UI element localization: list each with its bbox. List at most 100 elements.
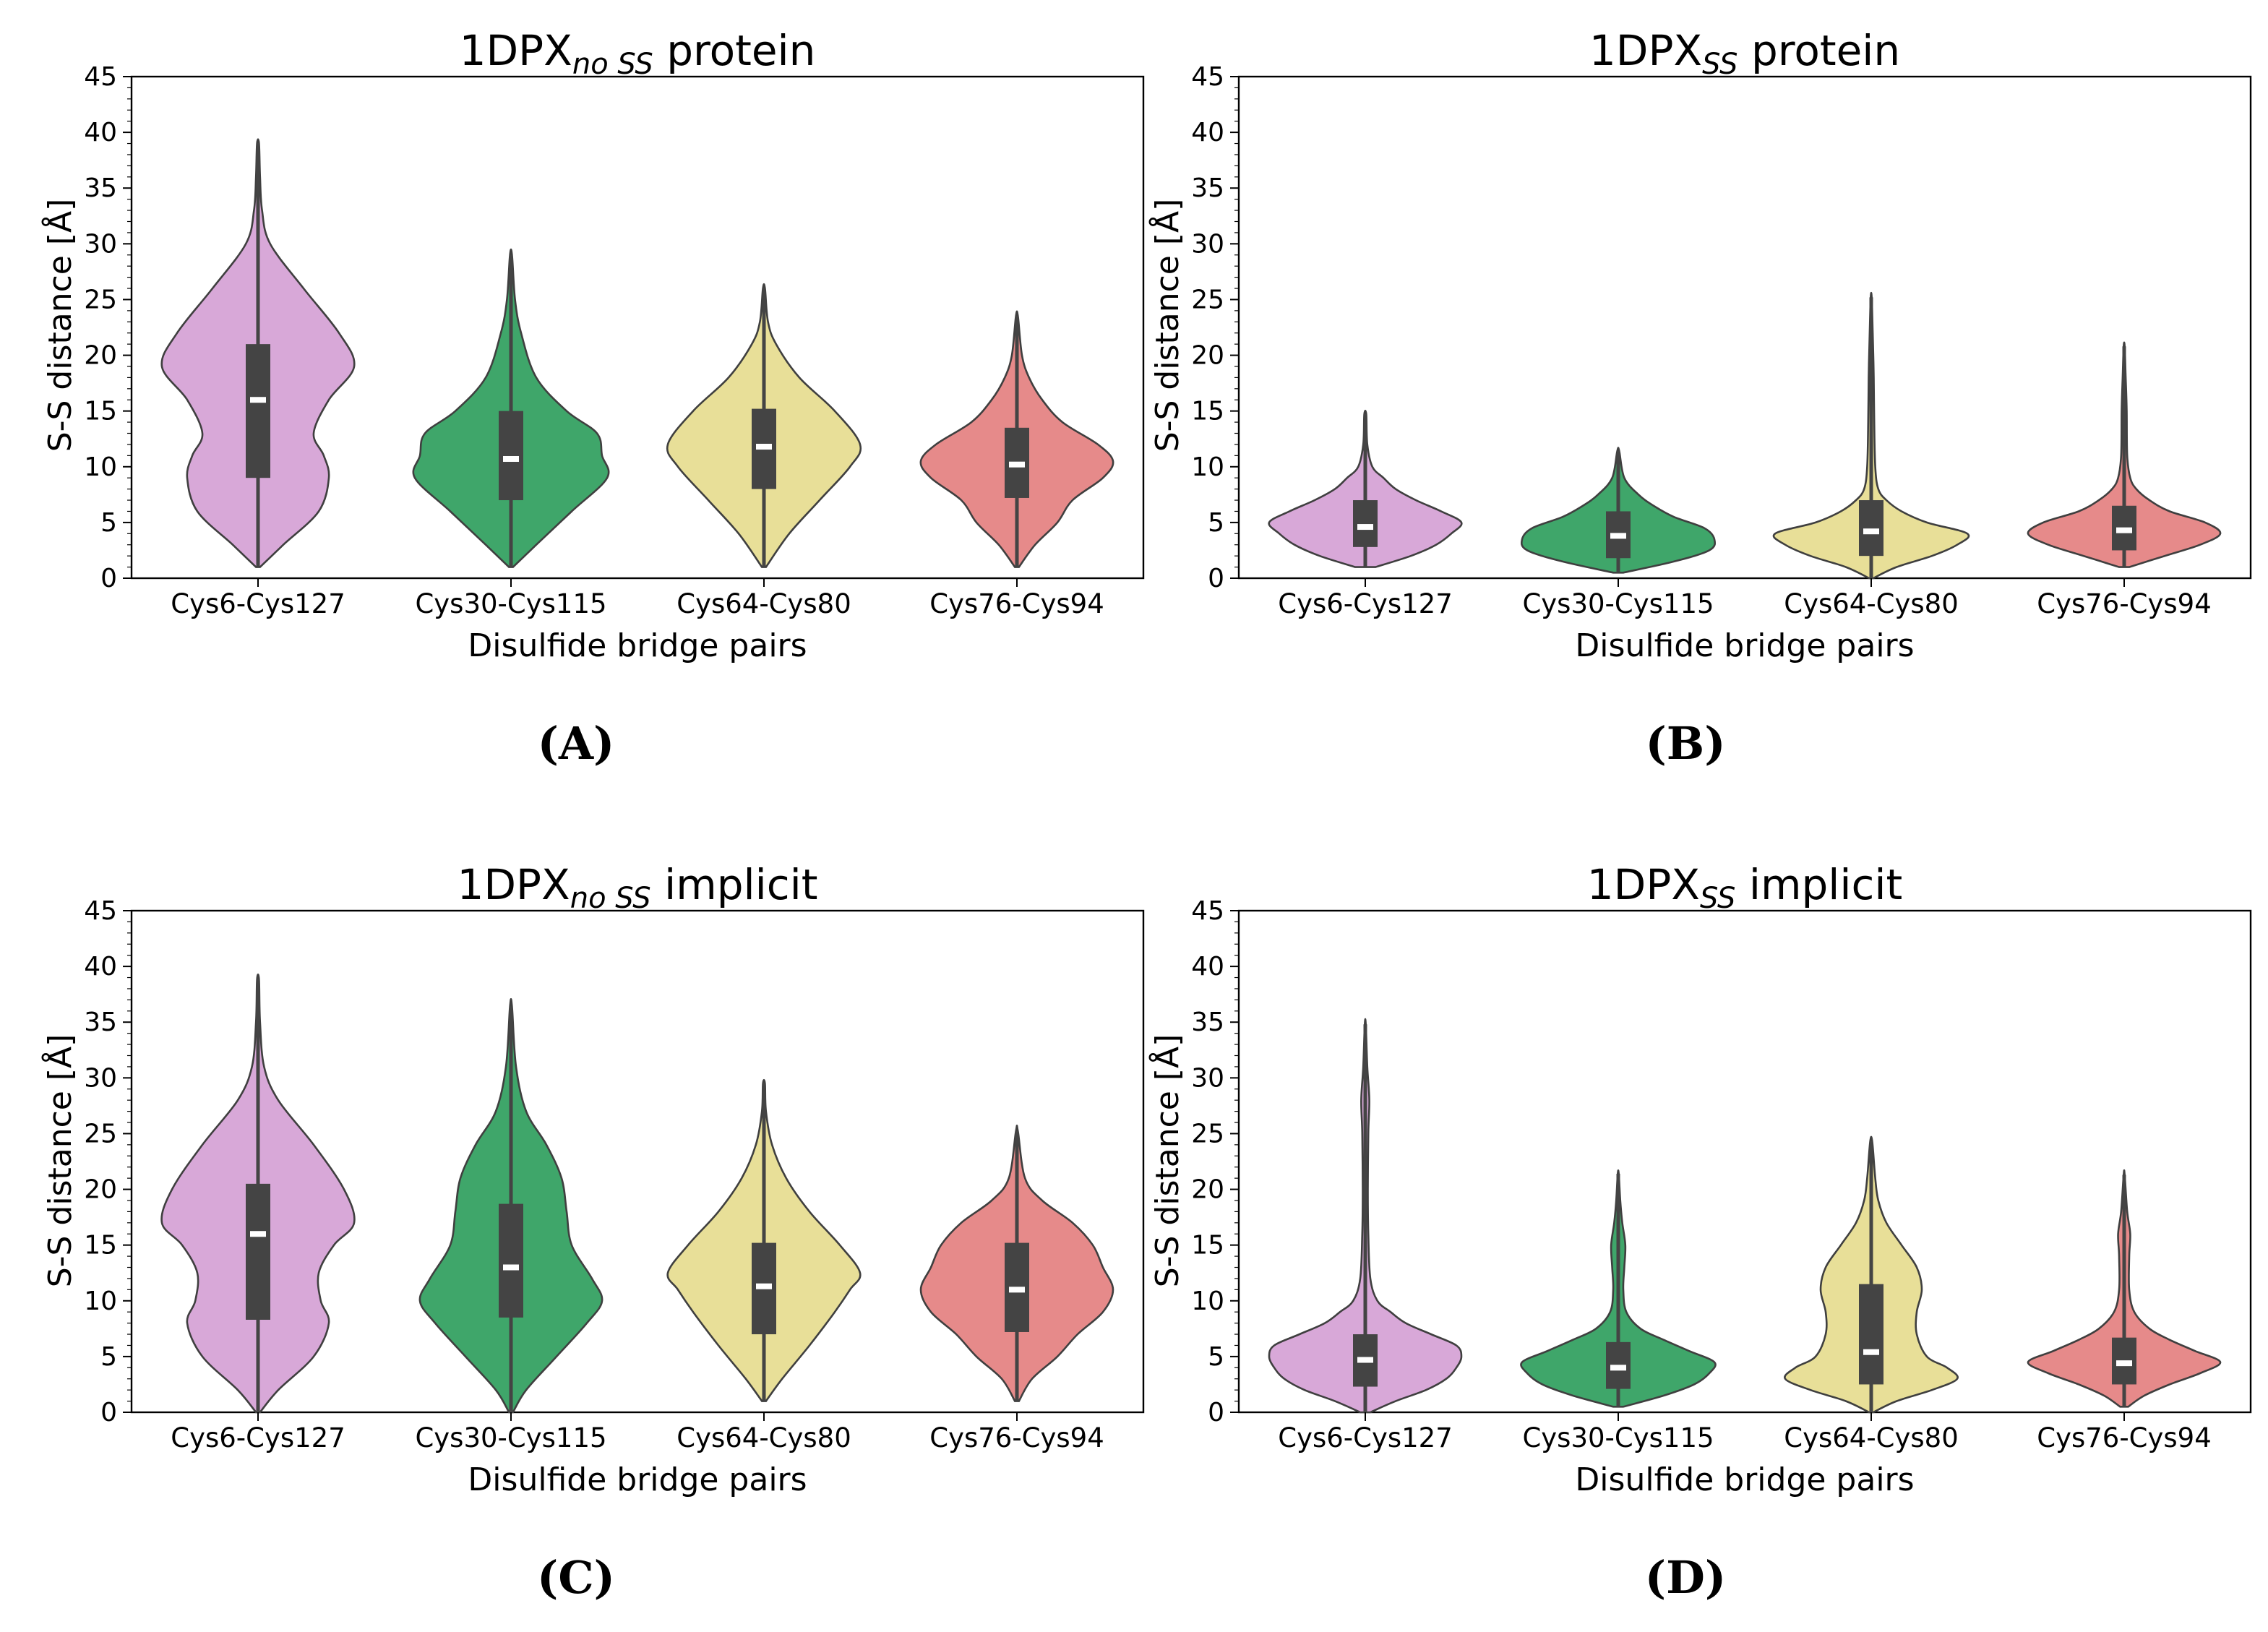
panel-c-violin-cys76-cys94 [919,1124,1114,1402]
panel-b-violin-cys76-cys94 [2027,341,2222,568]
panel-c-y-tick-label: 15 [84,1231,117,1260]
violin-iqr-box [499,1203,523,1318]
panel-c-y-tick-label: 30 [84,1063,117,1093]
panel-a: 1DPXno SS protein S-S distance [Å] Disul… [40,26,1145,770]
violin-median [1009,1287,1025,1293]
panel-a-y-tick-label: 0 [100,564,117,593]
violin-median [2116,1360,2132,1367]
panel-b-axes-frame [1237,75,2252,580]
panel-b-x-tick-label: Cys64-Cys80 [1784,588,1959,619]
panel-b-y-tick-label: 20 [1191,341,1224,371]
violin-median [250,1231,266,1237]
panel-d-violin-cys6-cys127 [1268,1018,1463,1414]
panel-a-y-tick-label: 20 [84,341,117,371]
violin-iqr-box [246,1183,270,1320]
panel-d-y-tick-label: 25 [1191,1119,1224,1148]
panel-d-label: (D) [1645,1551,1726,1604]
panel-c-violin-cys6-cys127 [160,974,356,1414]
panel-a-y-tick-label: 40 [84,118,117,147]
panel-b-violin-cys64-cys80 [1772,291,1970,580]
panel-b-x-tick-label: Cys30-Cys115 [1522,588,1714,619]
panel-b-x-tick-label: Cys76-Cys94 [2037,588,2212,619]
violin-median [503,455,519,462]
panel-b-y-tick-label: 15 [1191,397,1224,426]
panel-a-axes-frame [130,75,1145,580]
panel-b-title: 1DPXSS protein [1589,26,1900,81]
panel-d-y-tick-label: 40 [1191,952,1224,982]
panel-b-y-tick-label: 45 [1191,62,1224,92]
panel-b-y-axis-label: S-S distance [Å] [1148,199,1186,452]
panel-a-violin-cys76-cys94 [919,310,1114,568]
panel-c-y-tick-label: 10 [84,1287,117,1316]
panel-d-violin-cys64-cys80 [1784,1135,1959,1414]
panel-c-y-tick-label: 20 [84,1175,117,1205]
panel-c-y-tick-label: 25 [84,1119,117,1148]
panel-a-y-axis-label: S-S distance [Å] [40,199,79,452]
panel-a-x-tick-label: Cys76-Cys94 [929,588,1104,619]
panel-d-y-tick-label: 15 [1191,1231,1224,1260]
panel-d: 1DPXSS implicit S-S distance [Å] Disulfi… [1148,860,2252,1604]
violin-iqr-box [246,344,270,478]
violin-median [2116,527,2132,533]
panel-c-x-axis-label: Disulfide bridge pairs [468,1461,807,1498]
panel-a-y-tick-label: 45 [84,62,117,92]
panel-c-x-tick-label: Cys6-Cys127 [171,1422,345,1453]
violin-median [756,444,772,450]
panel-d-y-tick-label: 30 [1191,1063,1224,1093]
panel-b-x-axis-label: Disulfide bridge pairs [1575,627,1914,664]
panel-c-title: 1DPXno SS implicit [457,860,817,915]
panel-b-y-tick-label: 40 [1191,118,1224,147]
panel-a-x-tick-label: Cys30-Cys115 [415,588,606,619]
panel-c-y-tick-label: 35 [84,1008,117,1037]
violin-median [503,1264,519,1271]
violin-iqr-box [1353,500,1378,547]
panel-b-x-tick-label: Cys6-Cys127 [1278,588,1453,619]
panel-b: 1DPXSS protein S-S distance [Å] Disulfid… [1148,26,2252,770]
panel-d-x-tick-label: Cys64-Cys80 [1784,1422,1959,1453]
panel-a-violin-cys30-cys115 [412,248,610,568]
panel-a-y-tick-label: 25 [84,285,117,314]
violin-median [756,1283,772,1289]
panel-a-label: (A) [538,717,615,770]
panel-d-y-tick-label: 20 [1191,1175,1224,1205]
panel-d-x-tick-label: Cys30-Cys115 [1522,1422,1714,1453]
panel-a-violin-cys64-cys80 [666,283,862,568]
panel-a-x-axis-label: Disulfide bridge pairs [468,627,807,664]
panel-c-x-tick-label: Cys64-Cys80 [676,1422,851,1453]
violin-median [250,397,266,403]
panel-b-y-tick-label: 0 [1208,564,1224,593]
panel-a-x-tick-label: Cys64-Cys80 [676,588,851,619]
violin-iqr-box [1859,500,1883,557]
panel-d-x-tick-label: Cys6-Cys127 [1278,1422,1453,1453]
panel-a-y-tick-label: 30 [84,229,117,259]
panel-c-y-tick-label: 5 [100,1342,117,1372]
violin-median [1009,461,1025,468]
panel-c-label: (C) [537,1551,615,1604]
panel-d-axes-frame [1237,909,2252,1414]
panel-c-y-axis-label: S-S distance [Å] [40,1034,79,1288]
panel-d-x-tick-label: Cys76-Cys94 [2037,1422,2212,1453]
panel-c-y-tick-label: 45 [84,896,117,926]
panel-b-y-tick-label: 30 [1191,229,1224,259]
panel-d-y-tick-label: 10 [1191,1287,1224,1316]
panel-a-title: 1DPXno SS protein [460,26,816,81]
panel-c-x-tick-label: Cys30-Cys115 [415,1422,606,1453]
violin-median [1357,524,1373,531]
panel-c-y-tick-label: 40 [84,952,117,982]
panel-c-x-tick-label: Cys76-Cys94 [929,1422,1104,1453]
panel-a-x-tick-label: Cys6-Cys127 [171,588,345,619]
panel-b-y-tick-label: 10 [1191,452,1224,482]
panel-c: 1DPXno SS implicit S-S distance [Å] Disu… [40,860,1145,1604]
violin-median [1357,1357,1373,1363]
panel-a-y-tick-label: 5 [100,508,117,538]
panel-b-y-tick-label: 25 [1191,285,1224,314]
panel-d-y-tick-label: 0 [1208,1398,1224,1427]
violin-median [1610,533,1626,539]
panel-b-y-tick-label: 5 [1208,508,1224,538]
violin-median [1863,1349,1879,1355]
panel-d-y-tick-label: 45 [1191,896,1224,926]
panel-d-y-tick-label: 5 [1208,1342,1224,1372]
panel-c-violin-cys64-cys80 [666,1078,862,1402]
panel-a-y-tick-label: 35 [84,173,117,203]
